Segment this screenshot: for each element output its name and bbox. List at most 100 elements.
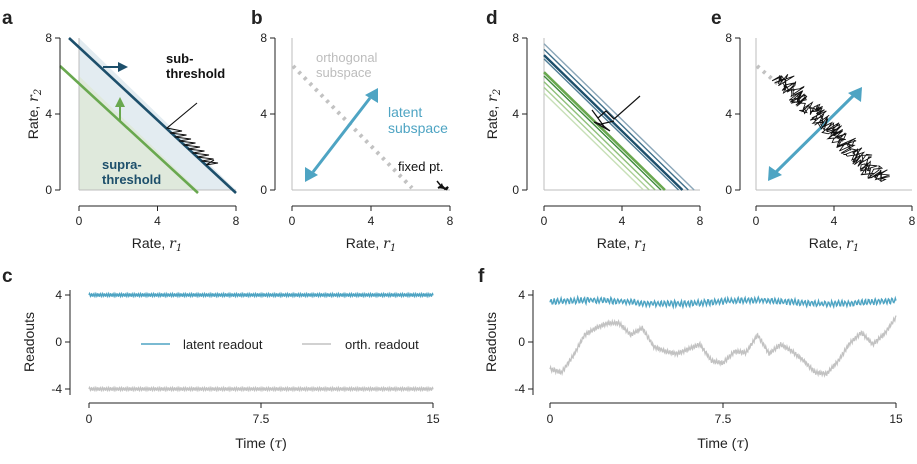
panel-letter-d: d: [486, 8, 498, 29]
panel-b: orthogonal subspace latent subspace fixe…: [260, 31, 453, 254]
threshold-line-d: [543, 86, 650, 191]
x-tick-label-f: 15: [889, 412, 903, 426]
trajectory-d: [591, 95, 641, 132]
fixed-point: [437, 184, 449, 191]
xlabel-d: Rate, r1: [597, 235, 647, 254]
supra-threshold-label-1: supra-: [102, 157, 142, 172]
xlabel-c: Time (τ): [235, 435, 287, 452]
x-tick-label-a: 0: [76, 214, 83, 228]
latent-readout-line-c: [88, 291, 434, 299]
arrow-up-head: [115, 97, 125, 107]
x-tick-label-c: 0: [86, 412, 93, 426]
latent-readout-line-f: [549, 294, 897, 310]
x-tick-label-e: 0: [753, 214, 760, 228]
x-tick-label-e: 4: [831, 214, 838, 228]
sub-threshold-label-2: threshold: [166, 66, 225, 81]
x-tick-label-f: 7.5: [715, 412, 732, 426]
ylabel-a: Rate, r2: [25, 89, 44, 139]
x-tick-label-f: 0: [547, 412, 554, 426]
threshold-line-dark: [68, 37, 237, 194]
y-tick-label-c: 0: [55, 335, 62, 349]
threshold-line-d: [543, 43, 695, 191]
x-tick-label-d: 8: [697, 214, 704, 228]
panel-letter-b: b: [251, 8, 263, 29]
x-tick-label-a: 4: [154, 214, 161, 228]
orth-readout-line-f: [549, 315, 897, 379]
threshold-lines-d: [543, 43, 695, 191]
panel-f: 0 7.5 15 4 0 -4 Readouts Time (τ): [483, 288, 903, 452]
y-tick-label-a: 8: [45, 31, 52, 45]
y-tick-label-b: 4: [260, 107, 267, 121]
threshold-line-d: [543, 75, 662, 191]
threshold-line-d: [543, 81, 656, 191]
y-tick-label-e: 0: [725, 183, 732, 197]
panel-e: 0 0 4 4 8 8 Rate, r1: [725, 31, 915, 254]
orth-readout-line-c: [88, 385, 434, 393]
x-tick-label-e: 8: [909, 214, 916, 228]
svg-text:Rate, r2: Rate, r2: [484, 89, 503, 139]
y-tick-label-e: 4: [725, 107, 732, 121]
panel-letter-c: c: [2, 266, 13, 287]
xlabel-e: Rate, r1: [809, 235, 859, 254]
suprathreshold-region: [79, 76, 198, 190]
latent-subspace-arrow-e: [774, 94, 855, 174]
fixed-point-label: fixed pt.: [398, 159, 444, 174]
latent-label-2: subspace: [388, 120, 448, 136]
orthogonal-subspace-line-e: [755, 64, 780, 86]
latent-arrow-head-high: [365, 88, 378, 103]
ylabel-f: Readouts: [483, 312, 499, 372]
y-tick-label-c: 4: [55, 288, 62, 302]
legend-orth-label: orth. readout: [345, 337, 419, 352]
orthogonal-label-2: subspace: [316, 65, 372, 80]
xlabel-b: Rate, r1: [346, 235, 396, 254]
sub-threshold-label-1: sub-: [166, 51, 193, 66]
y-tick-label-a: 4: [45, 107, 52, 121]
trajectory-e: [771, 74, 890, 183]
y-tick-label-f: -4: [514, 382, 525, 396]
panel-letter-f: f: [478, 266, 485, 287]
y-tick-label-f: 0: [518, 335, 525, 349]
panel-a: sub- threshold supra- threshold 0 0 4 4 8 8 R…: [25, 31, 240, 254]
x-tick-label-b: 0: [289, 214, 296, 228]
latent-arrow-head-high-e: [848, 87, 862, 102]
legend-latent-label: latent readout: [183, 337, 263, 352]
xlabel-f: Time (τ): [697, 435, 749, 452]
latent-arrow-head-low-e: [768, 166, 782, 181]
trajectory-zigzag-a: [165, 102, 219, 166]
y-tick-label-c: -4: [51, 382, 62, 396]
threshold-line-d: [543, 58, 680, 191]
y-tick-label-f: 4: [518, 288, 525, 302]
threshold-line-d: [543, 92, 644, 191]
panel-letter-a: a: [2, 8, 13, 29]
x-tick-label-d: 4: [619, 214, 626, 228]
panel-d: 0 0 4 4 8 8 Rate, r2 Rate, r1: [484, 31, 704, 254]
y-tick-label-d: 0: [512, 183, 519, 197]
threshold-line-green: [59, 65, 199, 194]
threshold-line-d: [543, 54, 684, 191]
xlabel-a: Rate, r1: [132, 235, 182, 254]
panel-letter-e: e: [711, 8, 722, 29]
threshold-line-d: [543, 48, 689, 191]
supra-threshold-label-2: threshold: [102, 172, 161, 187]
arrow-right-head: [118, 62, 128, 72]
y-tick-label-d: 4: [512, 107, 519, 121]
y-tick-label-d: 8: [512, 31, 519, 45]
x-tick-label-c: 7.5: [253, 412, 270, 426]
x-tick-label-c: 15: [426, 412, 440, 426]
y-tick-label-a: 0: [45, 183, 52, 197]
latent-arrow-head-low: [305, 167, 318, 182]
x-tick-label-d: 0: [541, 214, 548, 228]
ylabel-d: Rate, r2: [484, 89, 503, 139]
y-tick-label-b: 0: [260, 183, 267, 197]
x-tick-label-a: 8: [233, 214, 240, 228]
threshold-line-d: [543, 71, 666, 191]
x-tick-label-b: 8: [447, 214, 454, 228]
latent-subspace-arrow: [311, 97, 372, 173]
x-tick-label-b: 4: [368, 214, 375, 228]
svg-text:Rate, r2: Rate, r2: [25, 89, 44, 139]
orthogonal-label-1: orthogonal: [316, 50, 378, 65]
y-tick-label-b: 8: [260, 31, 267, 45]
ylabel-c: Readouts: [21, 312, 37, 372]
